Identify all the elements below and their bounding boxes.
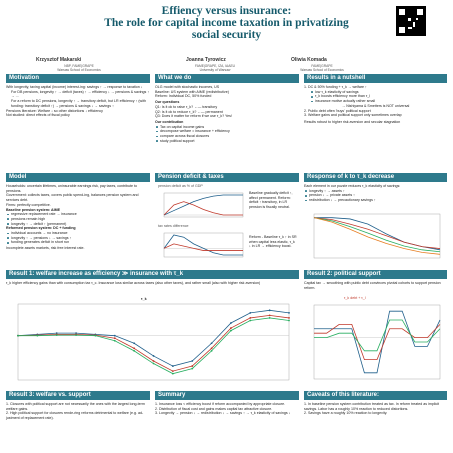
response-chart bbox=[313, 213, 441, 259]
political-support-chart bbox=[313, 304, 441, 380]
series-point bbox=[230, 322, 232, 324]
series-point bbox=[94, 334, 97, 337]
author-name: Krzysztof Makarski bbox=[36, 57, 82, 63]
title-line-2: The role for capital income taxation in … bbox=[104, 17, 349, 29]
welfare-chart bbox=[17, 303, 290, 381]
series-point bbox=[210, 347, 213, 350]
series-line bbox=[314, 319, 441, 352]
series-point bbox=[75, 332, 77, 335]
section-header: Result 2: political support bbox=[304, 270, 447, 279]
series-point bbox=[230, 329, 232, 332]
series-line bbox=[313, 217, 441, 249]
series-line bbox=[163, 234, 243, 256]
series-line bbox=[314, 323, 441, 361]
author-affiliation: NBP, FAME|GRAPE Warsaw School of Economi… bbox=[57, 64, 101, 72]
series-point bbox=[191, 360, 194, 362]
series-point bbox=[191, 367, 194, 370]
series-point bbox=[17, 334, 19, 337]
series-point bbox=[36, 334, 39, 337]
series-point bbox=[249, 311, 252, 314]
series-point bbox=[171, 365, 174, 367]
series-point bbox=[288, 319, 290, 322]
qr-code-icon bbox=[396, 6, 426, 36]
series-point bbox=[268, 317, 271, 319]
tax-difference-chart bbox=[163, 232, 244, 258]
series-point bbox=[152, 355, 155, 357]
series-point bbox=[75, 334, 77, 337]
plot-frame bbox=[163, 192, 244, 218]
author-affiliation: FAME|GRAPE, IZA, IAAEU University of War… bbox=[194, 64, 236, 72]
section-header: Pension deficit & taxes bbox=[155, 173, 299, 182]
author-affiliation: FAME|GRAPE Warsaw School of Economics bbox=[300, 64, 344, 72]
series-line bbox=[163, 243, 243, 251]
series-point bbox=[133, 347, 136, 350]
section-summary: Summary 1. Insurance loss < efficiency b… bbox=[155, 391, 299, 416]
series-point bbox=[230, 327, 232, 329]
series-line bbox=[313, 217, 441, 255]
author-name: Joanna Tyrowicz bbox=[186, 57, 226, 63]
section-result2: Result 2: political support Capital tax … bbox=[304, 270, 447, 388]
series-point bbox=[210, 349, 213, 352]
series-line bbox=[313, 217, 441, 253]
section-what-we-do: What we do OLG model with stochastic inc… bbox=[155, 74, 299, 143]
series-point bbox=[171, 372, 174, 375]
section-response: Response of k to τ_k decrease Each eleme… bbox=[304, 173, 447, 267]
plot-frame bbox=[163, 232, 244, 258]
author-name: Oliwia Komada bbox=[291, 57, 327, 63]
series-point bbox=[152, 362, 155, 365]
section-header: Result 1: welfare increase as efficiency… bbox=[6, 270, 299, 279]
section-header: What we do bbox=[155, 74, 299, 83]
series-point bbox=[268, 314, 271, 317]
section-header: Result 3: welfare vs. support bbox=[6, 391, 150, 400]
series-point bbox=[249, 317, 252, 319]
section-header: Results in a nutshell bbox=[304, 74, 447, 83]
series-point bbox=[133, 349, 136, 352]
series-point bbox=[113, 339, 116, 342]
series-line bbox=[163, 194, 243, 216]
title-line-1: Effiency versus insurance: bbox=[161, 5, 292, 17]
section-result3: Result 3: welfare vs. support 1. Closure… bbox=[6, 391, 150, 421]
series-point bbox=[152, 360, 155, 362]
series-point bbox=[288, 317, 290, 319]
poster-title: Effiency versus insurance: The role for … bbox=[40, 5, 413, 41]
section-header: Summary bbox=[155, 391, 299, 400]
section-header: Response of k to τ_k decrease bbox=[304, 173, 447, 182]
series-line bbox=[314, 310, 441, 374]
series-point bbox=[249, 319, 252, 322]
section-motivation: Motivation With longevity, taxing capita… bbox=[6, 74, 150, 118]
section-header: Model bbox=[6, 173, 150, 182]
section-header: Motivation bbox=[6, 74, 150, 83]
series-point bbox=[171, 370, 174, 373]
title-line-3: social security bbox=[191, 29, 262, 41]
series-point bbox=[288, 311, 290, 314]
series-point bbox=[191, 365, 194, 367]
plot-frame bbox=[313, 213, 441, 259]
section-header: Caveats of this literature: bbox=[304, 391, 447, 400]
series-line bbox=[163, 201, 243, 216]
section-caveats: Caveats of this literature: 1. In baseli… bbox=[304, 391, 447, 416]
series-point bbox=[113, 334, 116, 337]
section-result1: Result 1: welfare increase as efficiency… bbox=[6, 270, 299, 388]
plot-frame bbox=[17, 303, 290, 381]
pension-deficit-chart bbox=[163, 192, 244, 218]
series-point bbox=[133, 342, 136, 345]
series-point bbox=[113, 337, 116, 340]
section-results-nutshell: Results in a nutshell 1. DC & 50% fundin… bbox=[304, 74, 447, 125]
series-point bbox=[210, 342, 213, 345]
series-point bbox=[268, 309, 271, 312]
series-point bbox=[55, 332, 58, 335]
section-model: Model Households: uncertain lifetimes, u… bbox=[6, 173, 150, 251]
series-point bbox=[55, 334, 58, 337]
section-pension-deficit: Pension deficit & taxes pension deficit … bbox=[155, 173, 299, 267]
